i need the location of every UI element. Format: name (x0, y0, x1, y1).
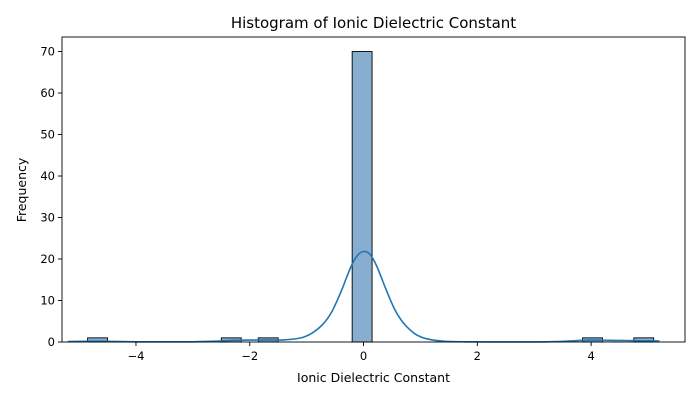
x-tick-label: 0 (360, 349, 367, 363)
y-axis-ticks: 0 10 20 30 40 50 60 70 (40, 45, 62, 349)
x-tick-label: −2 (241, 349, 258, 363)
y-tick-label: 30 (40, 211, 55, 225)
x-axis-label: Ionic Dielectric Constant (297, 370, 450, 385)
y-tick-label: 50 (40, 128, 55, 142)
histogram-bars (87, 51, 655, 343)
histogram-bar-3 (351, 51, 373, 343)
y-tick-label: 10 (40, 294, 55, 308)
x-tick-label: 2 (474, 349, 481, 363)
y-tick-label: 20 (40, 252, 55, 266)
chart-title: Histogram of Ionic Dielectric Constant (231, 14, 516, 32)
y-tick-label: 60 (40, 86, 55, 100)
y-axis-label: Frequency (14, 157, 29, 222)
x-axis-ticks: −4 −2 0 2 4 (127, 342, 595, 363)
y-tick-label: 0 (48, 335, 55, 349)
plot-area-frame (61, 36, 686, 343)
y-tick-label: 40 (40, 169, 55, 183)
y-tick-label: 70 (40, 45, 55, 59)
x-tick-label: 4 (587, 349, 594, 363)
x-tick-label: −4 (127, 349, 144, 363)
